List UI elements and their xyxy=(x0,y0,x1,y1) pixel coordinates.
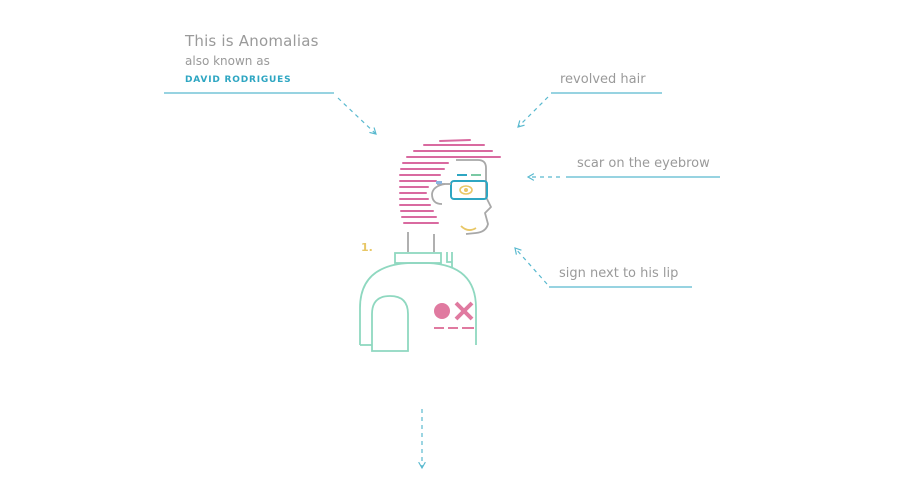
glasses xyxy=(437,180,488,200)
annotation-lip-sign: sign next to his lip xyxy=(559,266,679,281)
annotation-hair: revolved hair xyxy=(560,72,646,87)
leader-line-hair xyxy=(517,92,662,128)
hair-stripes xyxy=(399,139,501,224)
intro-subtitle: also known as xyxy=(185,54,270,68)
eye xyxy=(459,185,473,195)
leader-line-intro xyxy=(164,92,377,135)
intro-title: This is Anomalias xyxy=(185,32,319,50)
ear-accent xyxy=(436,181,442,184)
step-number: 1. xyxy=(361,241,373,254)
face-outline xyxy=(407,159,492,252)
torso xyxy=(359,252,477,352)
intro-name: DAVID RODRIGUES xyxy=(185,75,292,85)
leader-line-lip xyxy=(514,247,692,288)
annotation-eyebrow-scar: scar on the eyebrow xyxy=(577,156,710,171)
badge-symbols xyxy=(434,301,474,329)
intro-block: This is Anomalias also known as DAVID RO… xyxy=(185,31,319,85)
mouth-lip-sign xyxy=(460,225,477,231)
